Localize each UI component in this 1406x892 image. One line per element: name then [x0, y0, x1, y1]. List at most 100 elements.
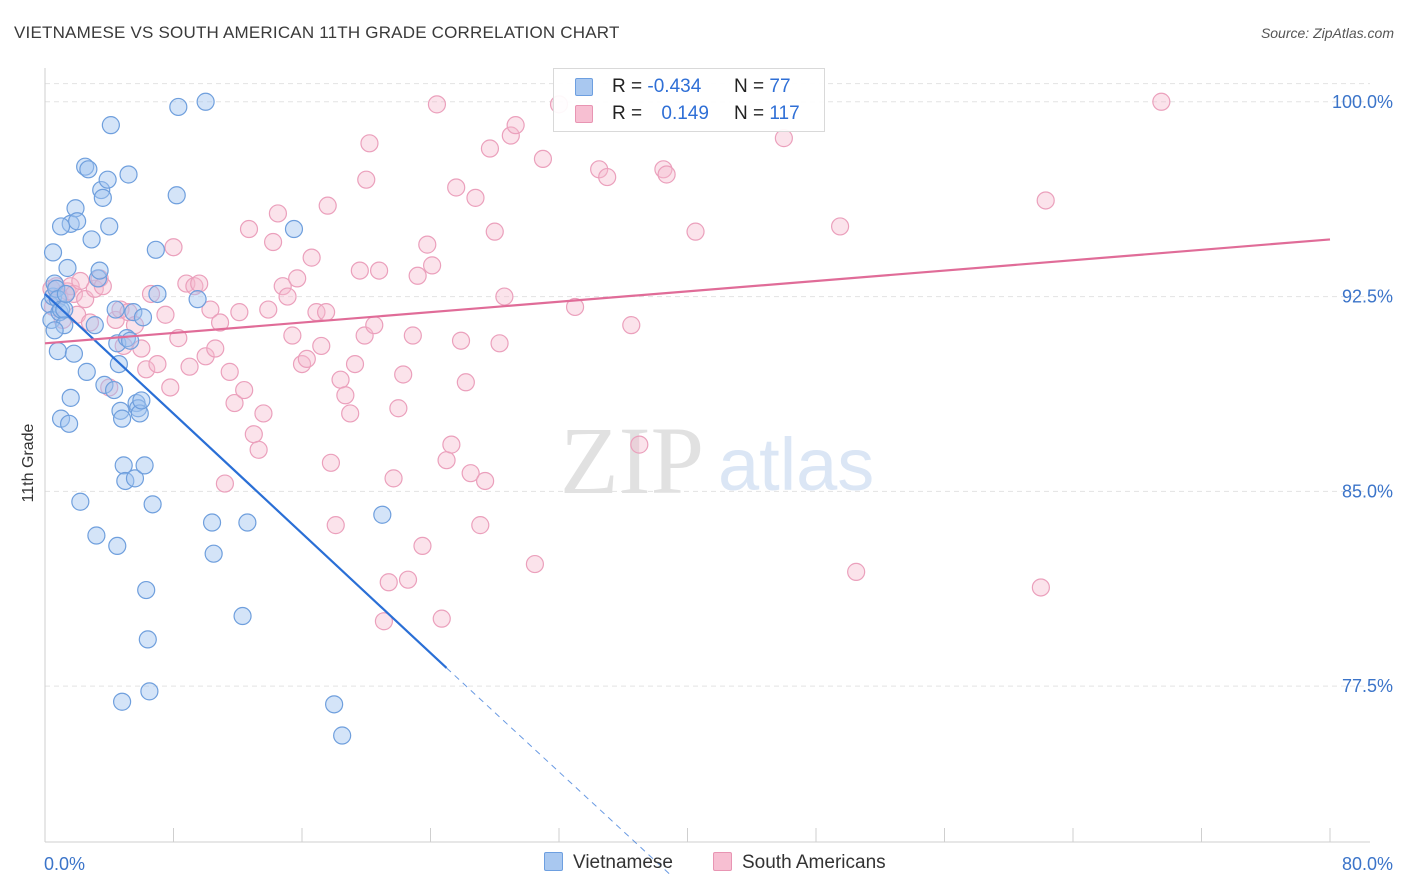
- south-americans-point: [370, 261, 389, 280]
- y-tick-label: 92.5%: [1342, 287, 1393, 307]
- vietnamese-point: [169, 97, 188, 117]
- south-americans-point: [235, 380, 254, 400]
- south-americans-point: [365, 316, 384, 335]
- vietnamese-point: [95, 375, 114, 394]
- south-americans-point: [447, 178, 466, 197]
- south-americans-point: [297, 349, 316, 368]
- south-americans-swatch: [575, 105, 593, 123]
- south-americans-point: [215, 474, 234, 493]
- vietnamese-r-value: -0.434: [647, 76, 702, 97]
- legend-item-south-americans[interactable]: South Americans: [713, 852, 886, 874]
- vietnamese-point: [101, 116, 120, 135]
- vietnamese-point: [59, 414, 79, 433]
- south-americans-point: [630, 435, 649, 454]
- south-americans-point: [254, 404, 273, 423]
- south-americans-point: [398, 570, 418, 589]
- south-americans-point: [461, 464, 480, 483]
- south-americans-point: [408, 266, 427, 285]
- south-americans-point: [357, 170, 376, 189]
- south-americans-legend-label: South Americans: [742, 852, 886, 873]
- tick-labels: 77.5% 85.0% 92.5% 100.0% 0.0% 80.0%: [44, 92, 1393, 874]
- south-americans-point: [525, 554, 545, 574]
- vietnamese-points: [40, 92, 392, 745]
- south-americans-point: [318, 196, 337, 215]
- south-americans-point: [331, 370, 350, 389]
- south-americans-point: [565, 297, 585, 317]
- vietnamese-point: [132, 391, 151, 410]
- legend-item-vietnamese[interactable]: Vietnamese: [544, 852, 673, 874]
- south-americans-point: [249, 440, 268, 459]
- vietnamese-swatch: [575, 78, 593, 96]
- south-americans-point: [164, 238, 183, 257]
- vietnamese-point: [119, 165, 138, 184]
- south-americans-point: [657, 165, 676, 184]
- south-americans-point: [225, 393, 244, 413]
- south-americans-point: [341, 404, 360, 423]
- south-americans-point: [196, 347, 215, 366]
- vietnamese-point: [148, 284, 167, 304]
- south-americans-point: [598, 167, 617, 187]
- south-americans-point: [506, 116, 525, 135]
- vietnamese-point: [325, 695, 344, 714]
- gridlines: [45, 83, 1370, 687]
- south-americans-n-value: 117: [769, 103, 800, 124]
- vietnamese-point: [43, 243, 63, 262]
- south-americans-point: [220, 362, 239, 381]
- south-americans-point: [485, 222, 504, 241]
- trend-lines: [44, 238, 1331, 877]
- vietnamese-point: [58, 258, 77, 278]
- south-americans-point: [437, 451, 456, 470]
- vietnamese-point: [68, 212, 87, 231]
- vietnamese-point: [133, 308, 153, 327]
- vietnamese-point: [45, 321, 64, 340]
- vietnamese-point: [196, 92, 215, 111]
- south-americans-point: [148, 354, 167, 374]
- y-tick-label: 77.5%: [1342, 676, 1393, 696]
- y-axis-label: 11th Grade: [20, 423, 37, 502]
- south-americans-point: [1031, 578, 1050, 597]
- vietnamese-legend-swatch: [544, 852, 563, 871]
- vietnamese-point: [167, 186, 186, 205]
- vietnamese-point: [138, 630, 157, 649]
- vietnamese-point: [125, 469, 145, 488]
- south-americans-point: [312, 336, 331, 356]
- y-tick-label: 100.0%: [1332, 92, 1393, 112]
- vietnamese-point: [238, 513, 257, 532]
- vietnamese-point: [48, 342, 67, 361]
- south-americans-point: [1036, 191, 1055, 210]
- x-tick-label: 80.0%: [1342, 854, 1393, 874]
- vietnamese-point: [146, 240, 165, 259]
- south-americans-point: [432, 609, 451, 628]
- south-americans-legend-swatch: [713, 852, 732, 871]
- y-tick-label: 85.0%: [1342, 481, 1393, 501]
- watermark-zip: ZIP: [560, 407, 704, 514]
- south-americans-point: [622, 316, 641, 335]
- vietnamese-point: [104, 380, 124, 400]
- south-americans-point: [427, 95, 447, 114]
- vietnamese-point: [112, 409, 132, 428]
- n-label: N =: [734, 103, 765, 124]
- vietnamese-point: [112, 692, 132, 711]
- vietnamese-point: [121, 331, 140, 350]
- south-americans-point: [230, 303, 249, 322]
- south-americans-point: [476, 471, 495, 491]
- vietnamese-point: [108, 536, 127, 556]
- south-americans-trend-line: [44, 238, 1331, 345]
- south-americans-point: [263, 232, 283, 252]
- south-americans-point: [423, 256, 442, 275]
- south-americans-point: [292, 354, 312, 374]
- series-legend: Vietnamese South Americans: [0, 852, 1406, 878]
- south-americans-point: [374, 612, 394, 631]
- south-americans-point: [141, 284, 161, 304]
- vietnamese-point: [373, 505, 392, 524]
- vietnamese-point: [124, 303, 143, 322]
- south-americans-point: [273, 277, 292, 296]
- south-americans-point: [456, 373, 475, 392]
- vietnamese-point: [79, 160, 98, 179]
- south-americans-point: [442, 435, 461, 454]
- vietnamese-point: [55, 316, 74, 335]
- vietnamese-trend-line: [44, 293, 448, 669]
- vietnamese-point: [284, 219, 304, 239]
- vietnamese-point: [66, 199, 85, 218]
